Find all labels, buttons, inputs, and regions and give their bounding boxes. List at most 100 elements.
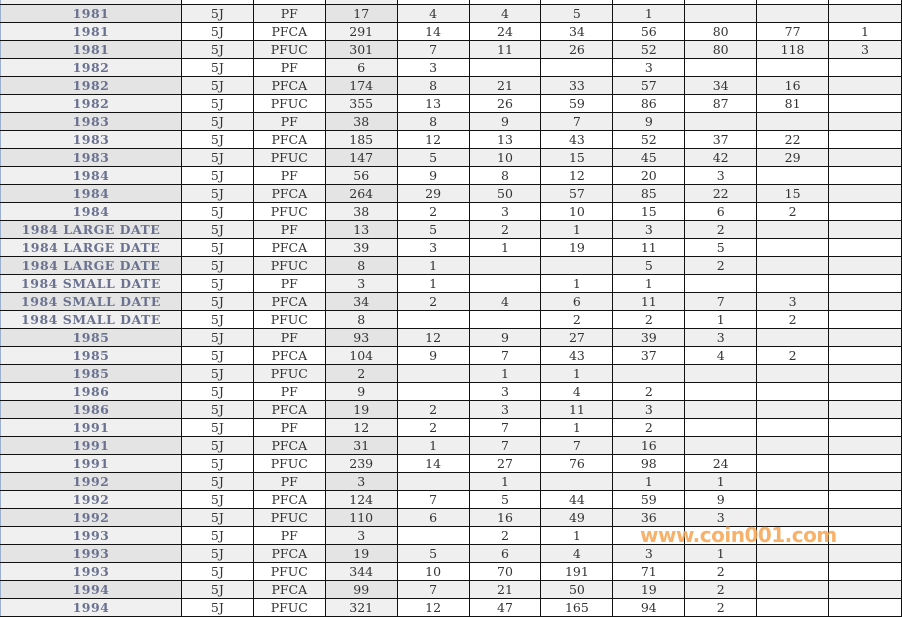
cell-mint-mark[interactable]: 5J — [180, 436, 254, 455]
cell-grade-type[interactable]: PF — [252, 274, 326, 293]
cell-count-g[interactable] — [828, 256, 902, 275]
cell-count-g[interactable] — [828, 184, 902, 203]
cell-count-b[interactable]: 5 — [468, 490, 542, 509]
cell-count-e[interactable] — [684, 58, 758, 77]
cell-count-g[interactable] — [828, 580, 902, 599]
cell-count-e[interactable] — [684, 274, 758, 293]
cell-mint-mark[interactable]: 5J — [180, 346, 254, 365]
cell-count-c[interactable]: 7 — [540, 436, 614, 455]
cell-count-f[interactable]: 3 — [756, 292, 830, 311]
cell-total[interactable]: 185 — [324, 130, 398, 149]
cell-count-d[interactable]: 5 — [612, 256, 686, 275]
cell-grade-type[interactable]: PFUC — [252, 598, 326, 617]
cell-count-b[interactable]: 1 — [468, 472, 542, 491]
cell-count-a[interactable]: 2 — [396, 418, 470, 437]
cell-count-e[interactable]: 87 — [684, 94, 758, 113]
cell-year[interactable]: 1984 — [0, 202, 182, 221]
cell-grade-type[interactable]: PF — [252, 418, 326, 437]
cell-count-b[interactable]: 9 — [468, 112, 542, 131]
cell-count-c[interactable]: 57 — [540, 184, 614, 203]
cell-mint-mark[interactable]: 5J — [180, 166, 254, 185]
cell-count-e[interactable] — [684, 400, 758, 419]
cell-year[interactable]: 1984 SMALL DATE — [0, 274, 182, 293]
cell-count-g[interactable] — [828, 472, 902, 491]
cell-count-b[interactable]: 7 — [468, 418, 542, 437]
cell-total[interactable]: 104 — [324, 346, 398, 365]
cell-grade-type[interactable]: PFCA — [252, 490, 326, 509]
cell-mint-mark[interactable]: 5J — [180, 274, 254, 293]
cell-mint-mark[interactable]: 5J — [180, 310, 254, 329]
cell-year[interactable]: 1982 — [0, 76, 182, 95]
cell-count-f[interactable] — [756, 598, 830, 617]
cell-count-g[interactable]: 3 — [828, 40, 902, 59]
cell-year[interactable]: 1982 — [0, 58, 182, 77]
cell-count-e[interactable]: 6 — [684, 202, 758, 221]
cell-count-a[interactable]: 29 — [396, 184, 470, 203]
cell-count-a[interactable] — [396, 310, 470, 329]
cell-count-a[interactable]: 5 — [396, 148, 470, 167]
cell-count-a[interactable]: 3 — [396, 58, 470, 77]
cell-count-g[interactable] — [828, 76, 902, 95]
cell-count-c[interactable]: 2 — [540, 310, 614, 329]
cell-mint-mark[interactable]: 5J — [180, 112, 254, 131]
cell-count-b[interactable]: 9 — [468, 328, 542, 347]
cell-count-f[interactable]: 2 — [756, 202, 830, 221]
cell-count-g[interactable] — [828, 418, 902, 437]
cell-count-g[interactable] — [828, 58, 902, 77]
cell-grade-type[interactable]: PFCA — [252, 22, 326, 41]
cell-count-d[interactable]: 94 — [612, 598, 686, 617]
cell-count-f[interactable] — [756, 382, 830, 401]
cell-count-c[interactable] — [540, 58, 614, 77]
cell-count-g[interactable] — [828, 94, 902, 113]
cell-total[interactable]: 3 — [324, 526, 398, 545]
cell-count-e[interactable]: 9 — [684, 490, 758, 509]
cell-count-d[interactable]: 11 — [612, 238, 686, 257]
cell-mint-mark[interactable]: 5J — [180, 580, 254, 599]
cell-year[interactable]: 1984 — [0, 166, 182, 185]
cell-count-d[interactable]: 2 — [612, 310, 686, 329]
cell-count-c[interactable]: 26 — [540, 40, 614, 59]
cell-mint-mark[interactable]: 5J — [180, 76, 254, 95]
cell-count-b[interactable]: 70 — [468, 562, 542, 581]
cell-count-c[interactable]: 49 — [540, 508, 614, 527]
cell-count-c[interactable]: 33 — [540, 76, 614, 95]
cell-count-e[interactable]: 3 — [684, 166, 758, 185]
cell-total[interactable]: 3 — [324, 472, 398, 491]
cell-total[interactable]: 264 — [324, 184, 398, 203]
cell-count-e[interactable]: 3 — [684, 328, 758, 347]
cell-count-a[interactable]: 1 — [396, 274, 470, 293]
cell-count-f[interactable] — [756, 364, 830, 383]
cell-total[interactable]: 93 — [324, 328, 398, 347]
cell-year[interactable]: 1983 — [0, 148, 182, 167]
cell-grade-type[interactable]: PF — [252, 58, 326, 77]
cell-count-b[interactable] — [468, 58, 542, 77]
cell-count-e[interactable] — [684, 112, 758, 131]
cell-grade-type[interactable]: PFCA — [252, 436, 326, 455]
cell-count-a[interactable] — [396, 472, 470, 491]
cell-count-d[interactable]: 20 — [612, 166, 686, 185]
cell-count-d[interactable]: 71 — [612, 562, 686, 581]
cell-year[interactable]: 1992 — [0, 508, 182, 527]
cell-count-b[interactable]: 21 — [468, 76, 542, 95]
cell-count-e[interactable]: 80 — [684, 40, 758, 59]
cell-mint-mark[interactable]: 5J — [180, 382, 254, 401]
cell-grade-type[interactable]: PFCA — [252, 346, 326, 365]
cell-count-a[interactable]: 12 — [396, 328, 470, 347]
cell-mint-mark[interactable]: 5J — [180, 220, 254, 239]
cell-count-a[interactable]: 8 — [396, 76, 470, 95]
cell-year[interactable]: 1986 — [0, 400, 182, 419]
cell-mint-mark[interactable]: 5J — [180, 148, 254, 167]
cell-count-e[interactable] — [684, 526, 758, 545]
cell-year[interactable]: 1982 — [0, 94, 182, 113]
cell-count-a[interactable]: 13 — [396, 94, 470, 113]
cell-grade-type[interactable]: PFCA — [252, 292, 326, 311]
cell-count-f[interactable] — [756, 436, 830, 455]
cell-total[interactable]: 8 — [324, 256, 398, 275]
cell-count-d[interactable]: 56 — [612, 22, 686, 41]
cell-count-f[interactable] — [756, 256, 830, 275]
cell-count-f[interactable]: 15 — [756, 184, 830, 203]
cell-count-a[interactable]: 12 — [396, 598, 470, 617]
cell-count-g[interactable] — [828, 490, 902, 509]
cell-total[interactable]: 2 — [324, 364, 398, 383]
cell-count-g[interactable] — [828, 238, 902, 257]
